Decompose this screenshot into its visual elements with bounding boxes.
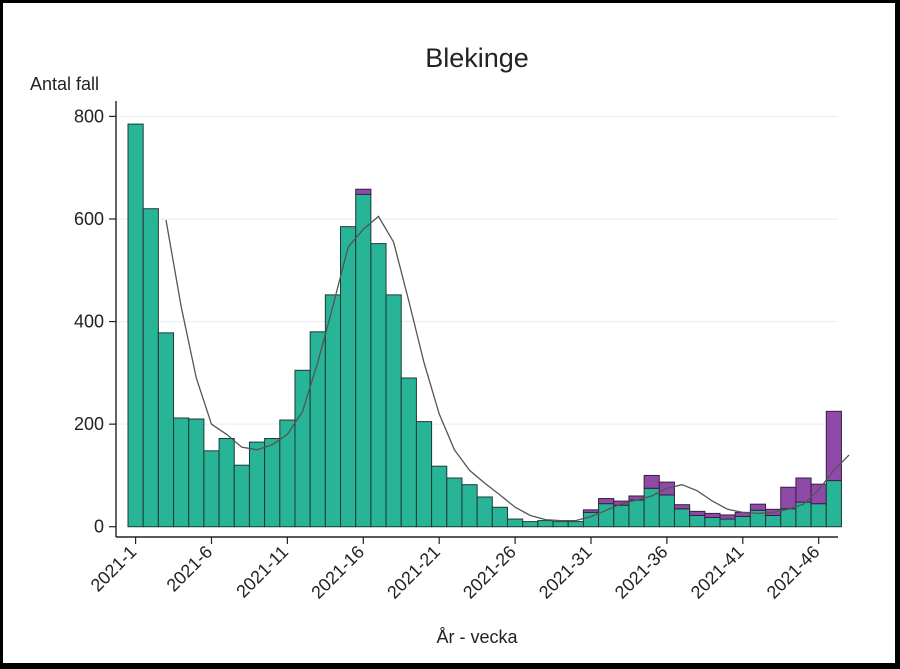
bar-segment [628,499,645,528]
bar-segment [233,464,250,528]
bar-segment [340,226,357,528]
bar-segment [218,438,235,528]
moving-average [165,215,850,522]
bar-segment [749,503,767,511]
chart: Blekinge Antal fall År - vecka 0 200 400 60… [30,43,850,647]
x-tick-label: 2021-1 [87,542,141,596]
x-ticks: 2021-1 2021-6 2021-11 2021-16 2021-21 2021-26… [87,537,824,603]
x-tick-label: 2021-21 [383,542,444,603]
chart-card: Blekinge Antal fall År - vecka 0 200 400 60… [3,3,895,663]
bar-segment [431,465,448,528]
bar-segment [810,483,827,505]
bar-segment [203,450,220,528]
bar-segment [598,503,615,528]
bar-segment [552,521,569,528]
bar-segment [780,486,797,510]
x-tick-label: 2021-31 [535,542,596,603]
bar-segment [385,294,402,528]
bar-segment [491,506,509,528]
bar-segment [704,517,721,528]
bar-segment [643,487,660,528]
x-tick-label: 2021-11 [232,542,292,602]
axes [115,101,838,538]
bar-segment [446,477,463,528]
bar-segment [689,510,706,516]
bar-segment [507,518,524,528]
bar-segment [248,441,266,528]
bar-segment [765,514,782,528]
bar-segment [188,418,205,528]
bar-segment [264,438,281,528]
bar-segment [142,208,159,528]
y-tick-label: 600 [74,209,104,229]
x-tick-label: 2021-41 [687,542,748,603]
bar-segment [613,504,630,528]
bar-segment [476,496,493,528]
bar-segment [734,515,751,528]
y-tick-label: 400 [74,312,104,332]
y-axis-label: Antal fall [30,74,99,94]
y-ticks: 0 200 400 600 800 [74,106,116,537]
bar-segment [719,514,736,520]
x-tick-label: 2021-46 [763,542,824,603]
x-tick-label: 2021-26 [459,542,520,603]
bar-segment [598,498,615,505]
bar-segment [582,509,600,513]
bar-segment [825,480,842,528]
bar-segment [689,514,706,528]
bar-segment [537,520,554,528]
chart-title: Blekinge [425,43,529,73]
y-tick-label: 0 [94,517,104,537]
bar-segment [415,421,433,528]
bar-segment [355,188,372,195]
bars [127,123,842,528]
bar-segment [355,193,372,528]
x-tick-label: 2021-36 [611,542,672,603]
bar-segment [324,294,342,528]
bar-segment [461,484,478,528]
bar-segment [704,512,721,519]
bar-segment [157,332,175,528]
bar-segment [173,417,190,528]
bar-segment [810,503,827,528]
bar-segment [673,508,691,528]
bar-segment [567,521,584,528]
bar-segment [279,419,296,528]
bar-segment [825,410,842,482]
bar-segment [127,123,144,528]
moving-average-line [165,215,850,522]
bar-segment [370,243,387,528]
x-tick-label: 2021-6 [163,542,217,596]
y-tick-label: 200 [74,414,104,434]
gridlines [116,115,838,425]
x-tick-label: 2021-16 [307,542,368,603]
bar-segment [522,521,539,528]
bar-segment [719,518,736,528]
bar-segment [658,494,675,528]
bar-segment [400,377,417,528]
bar-segment [780,508,797,528]
bar-segment [673,504,691,510]
y-tick-label: 800 [74,106,104,126]
bar-segment [643,474,660,489]
x-axis-label: År - vecka [436,627,518,647]
